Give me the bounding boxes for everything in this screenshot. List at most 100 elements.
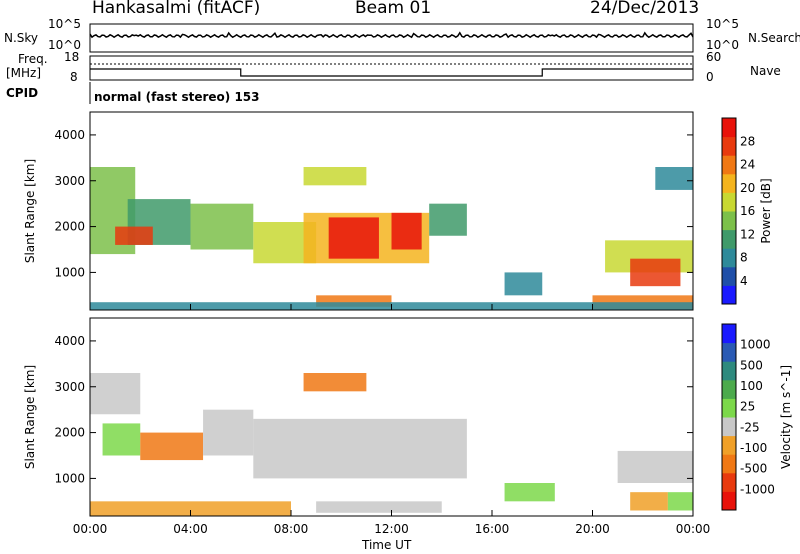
colorbar-tick-label: 8 (740, 251, 748, 265)
nsky-line (89, 31, 694, 39)
colorbar-swatch (722, 379, 736, 399)
velocity-y-ticks: 1000 2000 3000 4000 (54, 334, 693, 485)
x-tick-label: 16:00 (475, 522, 510, 536)
colorbar-swatch (722, 248, 736, 268)
colorbar-swatch (722, 342, 736, 362)
colorbar-swatch (722, 324, 736, 344)
heatmap-patch (115, 226, 153, 245)
colorbar-swatch (722, 229, 736, 249)
y-tick-label: 4000 (54, 128, 85, 142)
x-tick-label: 04:00 (173, 522, 208, 536)
freq-trace (90, 63, 693, 77)
velocity-y-axis-label: Slant Range [km] (23, 364, 37, 470)
colorbar-tick-label: 100 (740, 379, 763, 393)
freq-label: Freq. (18, 52, 48, 66)
cpid-text: normal (fast stereo) 153 (94, 90, 260, 104)
colorbar-tick-label: 4 (740, 274, 748, 288)
colorbar-swatch (722, 417, 736, 437)
nsearch-label: N.Search (748, 31, 800, 45)
heatmap-patch (630, 258, 681, 287)
colorbar-tick-label: -100 (740, 441, 767, 455)
heatmap-patch (253, 418, 467, 479)
nsky-label: N.Sky (4, 31, 39, 45)
y-tick-label: 2000 (54, 220, 85, 234)
colorbar-tick-label: -1000 (740, 482, 775, 496)
nsky-trace (89, 31, 694, 39)
x-axis-label: Time UT (362, 538, 412, 552)
nsky-panel-frame (89, 23, 694, 53)
x-tick-label: 20:00 (575, 522, 610, 536)
velocity-colorbar-label: Velocity [m s^-1] (779, 364, 793, 470)
colorbar-tick-label: 20 (740, 181, 755, 195)
heatmap-patch (140, 432, 204, 461)
colorbar-tick-label: 16 (740, 204, 755, 218)
y-tick-label: 3000 (54, 174, 85, 188)
nsky-left-tick-top: 10^5 (48, 17, 81, 31)
colorbar-frame (721, 323, 737, 511)
y-tick-label: 1000 (54, 265, 85, 279)
colorbar-swatch (722, 173, 736, 193)
heatmap-patch (504, 483, 555, 502)
colorbar-tick-label: 25 (740, 400, 755, 414)
heatmap-patch (655, 167, 693, 190)
freq-left-tick-bottom: 8 (70, 70, 78, 84)
freq-left-tick-top: 18 (64, 50, 80, 64)
colorbar-swatch (722, 211, 736, 231)
power-colorbar: 4 8 12 16 20 24 28 (721, 117, 755, 305)
x-tick-label: 12:00 (374, 522, 409, 536)
heatmap-patch (391, 212, 422, 250)
power-colorbar-label: Power [dB] (759, 178, 773, 244)
power-y-ticks: 1000 2000 3000 4000 (54, 128, 693, 279)
nsky-left-tick-bottom: 10^0 (48, 38, 81, 52)
colorbar-swatch (722, 398, 736, 418)
station-title: Hankasalmi (fitACF) (92, 0, 261, 18)
heatmap-patch (630, 492, 668, 511)
y-tick-label: 1000 (54, 471, 85, 485)
colorbar-tick-label: 1000 (740, 338, 771, 352)
heatmap-patch (316, 295, 392, 307)
y-tick-label: 4000 (54, 334, 85, 348)
heatmap-patch (429, 203, 467, 236)
velocity-plot-frame (89, 317, 694, 517)
heatmap-patch (190, 203, 254, 250)
x-tick-label: 00:00 (676, 522, 711, 536)
heatmap-patch (102, 423, 141, 456)
heatmap-patch (504, 272, 543, 296)
x-tick-label: 08:00 (274, 522, 309, 536)
heatmap-patch (303, 373, 367, 392)
x-tick-label: 00:00 (73, 522, 108, 536)
colorbar-swatch (722, 361, 736, 381)
nave-label: Nave (750, 64, 781, 78)
heatmap-patch (328, 217, 379, 259)
colorbar-swatch (722, 454, 736, 474)
y-tick-label: 2000 (54, 426, 85, 440)
heatmap-patch (90, 501, 291, 516)
heatmap-patch (667, 492, 693, 511)
date-title: 24/Dec/2013 (590, 0, 700, 18)
colorbar-frame (721, 117, 737, 305)
freq-panel-frame (89, 55, 694, 81)
colorbar-swatch (722, 118, 736, 138)
power-heatmap (90, 167, 693, 310)
colorbar-swatch (722, 435, 736, 455)
colorbar-swatch (722, 285, 736, 305)
x-ticks: 00:00 04:00 08:00 12:00 16:00 20:00 00:00 (73, 304, 711, 536)
cpid-label: CPID (6, 86, 39, 100)
freq-unit-label: [MHz] (6, 66, 42, 80)
colorbar-tick-label: 12 (740, 227, 755, 241)
colorbar-swatch (722, 136, 736, 156)
velocity-colorbar: 1000 500 100 25 -25 -100 -500 -1000 (721, 323, 775, 511)
colorbar-tick-label: 500 (740, 358, 763, 372)
nave-right-tick-top: 60 (706, 50, 722, 64)
power-y-axis-label: Slant Range [km] (23, 158, 37, 264)
colorbar-swatch (722, 192, 736, 212)
colorbar-swatch (722, 491, 736, 511)
heatmap-patch (203, 409, 254, 456)
heatmap-patch (316, 501, 442, 513)
colorbar-tick-label: 24 (740, 158, 755, 172)
nave-right-tick-bottom: 0 (706, 70, 714, 84)
heatmap-patch (90, 373, 141, 415)
beam-title: Beam 01 (355, 0, 432, 18)
colorbar-tick-label: -25 (740, 420, 760, 434)
